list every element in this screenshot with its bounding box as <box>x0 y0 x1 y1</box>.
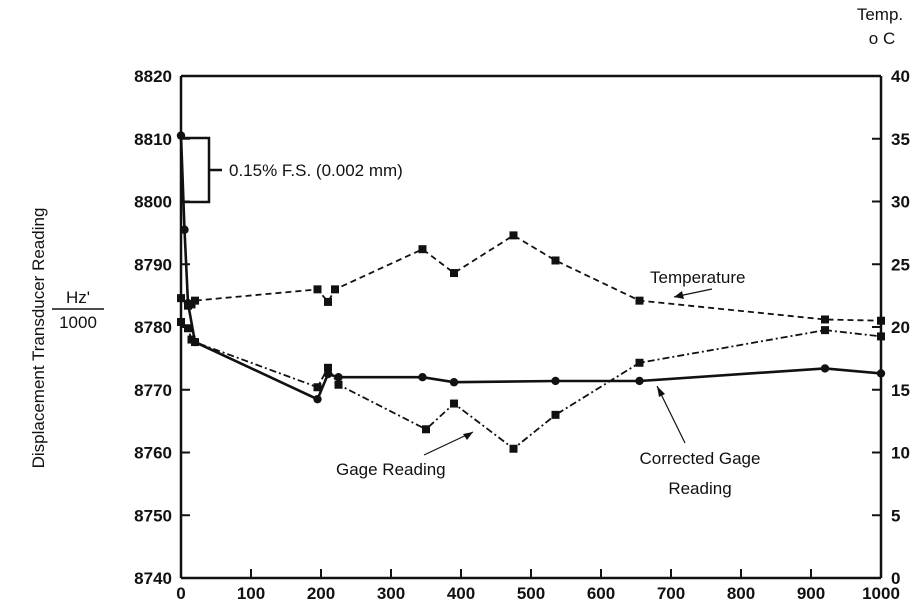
y2-tick-label: 40 <box>891 67 910 86</box>
ticks: 0 100 200 300 400 500 600 700 800 900 100087408750… <box>134 67 910 603</box>
y-axis-title: Displacement Transducer Reading <box>29 208 48 469</box>
point-gage-reading <box>635 358 644 367</box>
corrected-gage-label-line2: Reading <box>668 479 731 498</box>
point-gage-reading <box>334 380 343 389</box>
point-gage-reading <box>551 410 560 419</box>
corrected-gage-arrowhead <box>657 386 665 397</box>
point-corrected-gage-reading <box>323 369 333 379</box>
point-temperature <box>821 315 829 324</box>
axes <box>179 74 883 580</box>
temperature-label: Temperature <box>650 268 745 287</box>
point-temperature <box>635 296 644 305</box>
y2-tick-label: 5 <box>891 506 900 525</box>
point-gage-reading <box>324 363 332 372</box>
point-gage-reading <box>422 425 430 434</box>
corrected-gage-label-line1: Corrected Gage <box>640 449 761 468</box>
point-gage-reading <box>821 326 829 335</box>
point-gage-reading <box>877 332 885 341</box>
point-corrected-gage-reading <box>183 298 193 308</box>
y-tick-label: 8760 <box>134 444 172 463</box>
point-corrected-gage-reading <box>334 373 343 382</box>
point-corrected-gage-reading <box>180 225 189 234</box>
series-layer <box>176 131 886 453</box>
y-tick-label: 8810 <box>134 130 172 149</box>
x-tick-label: 800 <box>727 584 755 603</box>
y-tick-label: 8780 <box>134 318 172 337</box>
y2-tick-label: 0 <box>891 569 900 588</box>
gage-reading-arrowhead <box>463 432 473 440</box>
y2-tick-label: 20 <box>891 318 910 337</box>
point-gage-reading <box>177 317 185 326</box>
point-temperature <box>177 294 185 303</box>
point-corrected-gage-reading <box>418 373 427 382</box>
fs-bracket <box>181 136 222 204</box>
y2-tick-label: 25 <box>891 255 910 274</box>
y-axis-units-denominator: 1000 <box>59 313 97 332</box>
y-tick-label: 8770 <box>134 381 172 400</box>
point-temperature <box>331 285 339 294</box>
y-tick-label: 8740 <box>134 569 172 588</box>
y2-tick-label: 35 <box>891 130 910 149</box>
point-temperature <box>551 256 560 265</box>
x-tick-label: 0 <box>176 584 185 603</box>
temperature-arrowhead <box>674 291 684 299</box>
x-tick-label: 700 <box>657 584 685 603</box>
y2-tick-label: 15 <box>891 381 910 400</box>
point-corrected-gage-reading <box>820 364 830 373</box>
point-temperature <box>877 316 885 325</box>
x-tick-label: 200 <box>307 584 335 603</box>
y-tick-label: 8820 <box>134 67 172 86</box>
x-tick-label: 100 <box>237 584 265 603</box>
point-temperature <box>509 231 518 240</box>
x-tick-label: 300 <box>377 584 405 603</box>
point-temperature <box>324 297 332 306</box>
fs-annotation: 0.15% F.S. (0.002 mm) <box>229 161 403 180</box>
point-corrected-gage-reading <box>449 378 459 387</box>
y2-axis-title-line1: Temp. <box>857 5 903 24</box>
point-gage-reading <box>184 324 192 333</box>
point-corrected-gage-reading <box>876 369 886 378</box>
point-corrected-gage-reading <box>635 376 644 386</box>
y-axis-units-numerator: Hz' <box>66 288 90 307</box>
point-temperature <box>191 296 199 305</box>
point-gage-reading <box>509 444 518 453</box>
x-tick-label: 900 <box>797 584 825 603</box>
point-temperature <box>450 269 458 278</box>
y-tick-label: 8790 <box>134 255 172 274</box>
series-line-temperature <box>180 234 882 322</box>
y-tick-label: 8800 <box>134 193 172 212</box>
y2-axis-title-line2: o C <box>869 29 895 48</box>
x-tick-label: 1000 <box>862 584 900 603</box>
gage-reading-label: Gage Reading <box>336 460 446 479</box>
point-gage-reading <box>313 383 322 392</box>
point-gage-reading <box>450 399 458 408</box>
y2-tick-label: 30 <box>891 193 910 212</box>
point-corrected-gage-reading <box>190 337 200 347</box>
x-tick-label: 400 <box>447 584 475 603</box>
x-tick-label: 500 <box>517 584 545 603</box>
point-temperature <box>418 245 427 254</box>
point-corrected-gage-reading <box>313 394 322 404</box>
x-tick-label: 600 <box>587 584 615 603</box>
y2-tick-label: 10 <box>891 444 910 463</box>
point-temperature <box>313 285 322 294</box>
point-corrected-gage-reading <box>551 376 560 386</box>
y-tick-label: 8750 <box>134 506 172 525</box>
